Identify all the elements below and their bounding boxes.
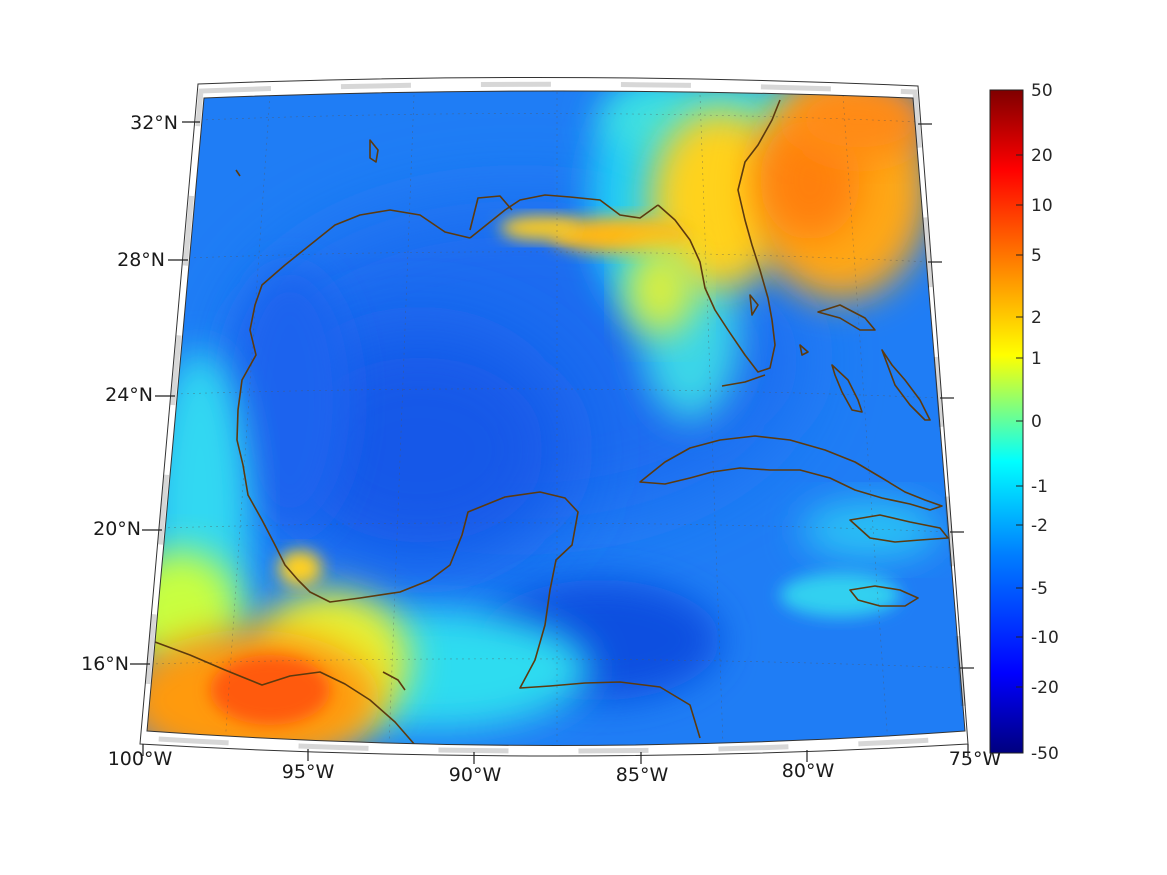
graticule xyxy=(149,92,961,746)
coastlines xyxy=(154,99,949,746)
colorbar-tick-label: 2 xyxy=(1031,308,1042,328)
colorbar-tick-label: 0 xyxy=(1031,412,1042,432)
lon-label-100: 100°W xyxy=(108,748,173,770)
lat-label-28: 28°N xyxy=(117,249,165,271)
colorbar-tick-label: -1 xyxy=(1031,477,1048,497)
lat-tick-marks xyxy=(130,121,974,669)
lon-labels: 100°W 95°W 90°W 85°W 80°W 75°W xyxy=(108,748,1002,786)
lat-label-32: 32°N xyxy=(130,112,178,134)
colorbar-tick-label: 20 xyxy=(1031,146,1053,166)
colorbar-tick-label: -20 xyxy=(1031,678,1059,698)
map-frame xyxy=(139,76,969,757)
colorbar-tick-label: -50 xyxy=(1031,744,1059,764)
colorbar-tick-label: -10 xyxy=(1031,628,1059,648)
lat-label-16: 16°N xyxy=(81,653,129,675)
colorbar-tick-label: -2 xyxy=(1031,516,1048,536)
lon-label-75: 75°W xyxy=(949,748,1002,770)
colorbar-tick-label: -5 xyxy=(1031,579,1048,599)
lon-tick-marks xyxy=(142,744,969,764)
lat-label-20: 20°N xyxy=(93,518,141,540)
field-layer xyxy=(147,91,965,746)
lon-label-90: 90°W xyxy=(449,764,502,786)
lat-label-24: 24°N xyxy=(105,384,153,406)
colorbar-tick-label: 5 xyxy=(1031,246,1042,266)
colorbar-tick-label: 10 xyxy=(1031,196,1053,216)
lon-label-95: 95°W xyxy=(282,761,335,783)
colorbar-tick-label: 50 xyxy=(1031,81,1053,101)
lon-label-80: 80°W xyxy=(782,760,835,782)
colorbar-tick-label: 1 xyxy=(1031,349,1042,369)
lon-label-85: 85°W xyxy=(616,764,669,786)
lat-labels: 32°N 28°N 24°N 20°N 16°N xyxy=(81,112,178,675)
